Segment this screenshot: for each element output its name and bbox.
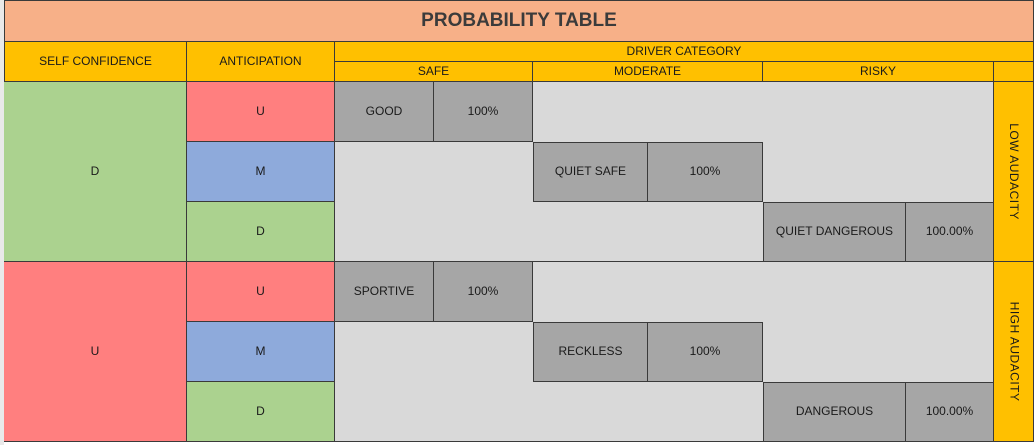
probability-cell: 100% (434, 262, 533, 322)
header-safe: SAFE (335, 62, 533, 82)
category-cell: QUIET DANGEROUS (763, 202, 906, 262)
header-anticipation: ANTICIPATION (187, 42, 335, 82)
anticipation-cell: M (187, 142, 335, 202)
header-moderate: MODERATE (533, 62, 763, 82)
anticipation-cell: D (187, 202, 335, 262)
self-confidence-cell: D (4, 82, 187, 262)
probability-cell: 100.00% (906, 382, 994, 442)
anticipation-cell: M (187, 322, 335, 382)
header-blank (994, 62, 1034, 82)
category-cell: RECKLESS (533, 322, 648, 382)
sheet-edge (0, 0, 4, 445)
probability-cell: 100% (648, 322, 763, 382)
category-cell: SPORTIVE (335, 262, 434, 322)
header-risky: RISKY (763, 62, 994, 82)
category-cell: DANGEROUS (763, 382, 906, 442)
header-self-confidence: SELF CONFIDENCE (4, 42, 187, 82)
audacity-label-high: HIGH AUDACITY (994, 262, 1034, 442)
category-cell: QUIET SAFE (533, 142, 648, 202)
anticipation-cell: U (187, 262, 335, 322)
anticipation-cell: U (187, 82, 335, 142)
header-driver-category: DRIVER CATEGORY (335, 42, 1034, 62)
audacity-label-low: LOW AUDACITY (994, 82, 1034, 262)
anticipation-cell: D (187, 382, 335, 442)
probability-cell: 100.00% (906, 202, 994, 262)
self-confidence-cell: U (4, 262, 187, 442)
table-title: PROBABILITY TABLE (4, 0, 1034, 42)
probability-cell: 100% (648, 142, 763, 202)
probability-cell: 100% (434, 82, 533, 142)
category-cell: GOOD (335, 82, 434, 142)
